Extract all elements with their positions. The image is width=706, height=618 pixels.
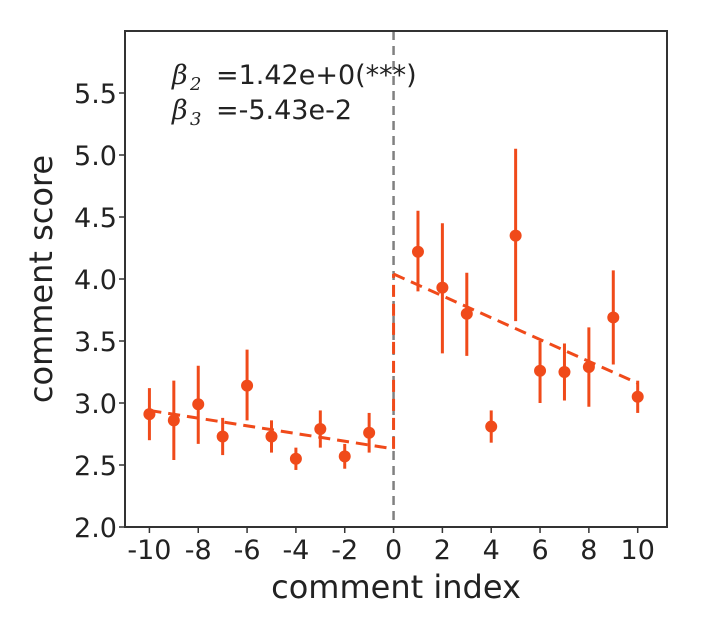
- data-point--6: [241, 379, 254, 392]
- annotation-beta-3: β 3 =-5.43e-2: [171, 95, 352, 130]
- fit-line-post: [392, 272, 639, 385]
- x-tick-label-4: 4: [483, 535, 500, 566]
- data-point-1: [411, 245, 424, 258]
- data-point--2: [338, 450, 351, 463]
- y-tick-label-2.0: 2.0: [74, 513, 117, 544]
- data-point-6: [534, 364, 547, 377]
- data-point-5: [509, 229, 522, 242]
- coefficient-annotations: β 2 =1.42e+0(***) β 3 =-5.43e-2: [171, 60, 417, 130]
- data-point--9: [167, 414, 180, 427]
- data-point--4: [289, 452, 302, 465]
- data-point-9: [607, 311, 620, 324]
- y-tick-label-4.0: 4.0: [74, 265, 117, 296]
- y-tick-label-3.0: 3.0: [74, 389, 117, 420]
- y-tick-label-5.0: 5.0: [74, 141, 117, 172]
- x-tick-label-8: 8: [580, 535, 597, 566]
- x-tick-label--10: -10: [127, 535, 171, 566]
- beta-value: =1.42e+0(***): [216, 60, 417, 91]
- data-point-7: [558, 366, 571, 378]
- data-point-2: [436, 281, 449, 294]
- x-tick-label-0: 0: [385, 535, 402, 566]
- data-point--7: [216, 430, 229, 443]
- y-tick-label-3.5: 3.5: [74, 327, 117, 358]
- x-tick-label--2: -2: [331, 535, 358, 566]
- plot-frame: [124, 30, 668, 528]
- beta-value: =-5.43e-2: [216, 95, 352, 126]
- y-tick-label-4.5: 4.5: [74, 203, 117, 234]
- x-tick-label-10: 10: [621, 535, 655, 566]
- beta-subscript: 3: [190, 109, 201, 130]
- x-axis-ticks: -10 -8 -6 -4 -2 0 2 4 6 8 10: [127, 527, 655, 566]
- data-point--1: [363, 426, 376, 439]
- x-tick-label--8: -8: [185, 535, 212, 566]
- data-point-8: [582, 361, 595, 374]
- y-tick-label-2.5: 2.5: [74, 451, 117, 482]
- x-tick-label-2: 2: [434, 535, 451, 566]
- data-point--3: [314, 423, 327, 436]
- data-point--8: [192, 398, 205, 411]
- y-axis-ticks: 2.0 2.5 3.0 3.5 4.0 4.5 5.0 5.5: [74, 79, 125, 544]
- chart-marks: [143, 31, 644, 527]
- beta-subscript: 2: [189, 74, 201, 95]
- y-axis-label: comment score: [22, 155, 60, 403]
- data-point-10: [631, 390, 644, 403]
- x-tick-label-6: 6: [531, 535, 548, 566]
- data-point-4: [485, 420, 498, 433]
- x-axis-label: comment index: [271, 568, 521, 606]
- data-point--5: [265, 430, 278, 443]
- x-tick-label--6: -6: [234, 535, 261, 566]
- data-point--10: [143, 408, 156, 421]
- y-tick-label-5.5: 5.5: [74, 79, 117, 110]
- beta-symbol: β: [171, 95, 188, 126]
- beta-symbol: β: [171, 60, 188, 91]
- x-tick-label--4: -4: [282, 535, 309, 566]
- data-point-3: [460, 307, 473, 320]
- annotation-beta-2: β 2 =1.42e+0(***): [171, 60, 417, 95]
